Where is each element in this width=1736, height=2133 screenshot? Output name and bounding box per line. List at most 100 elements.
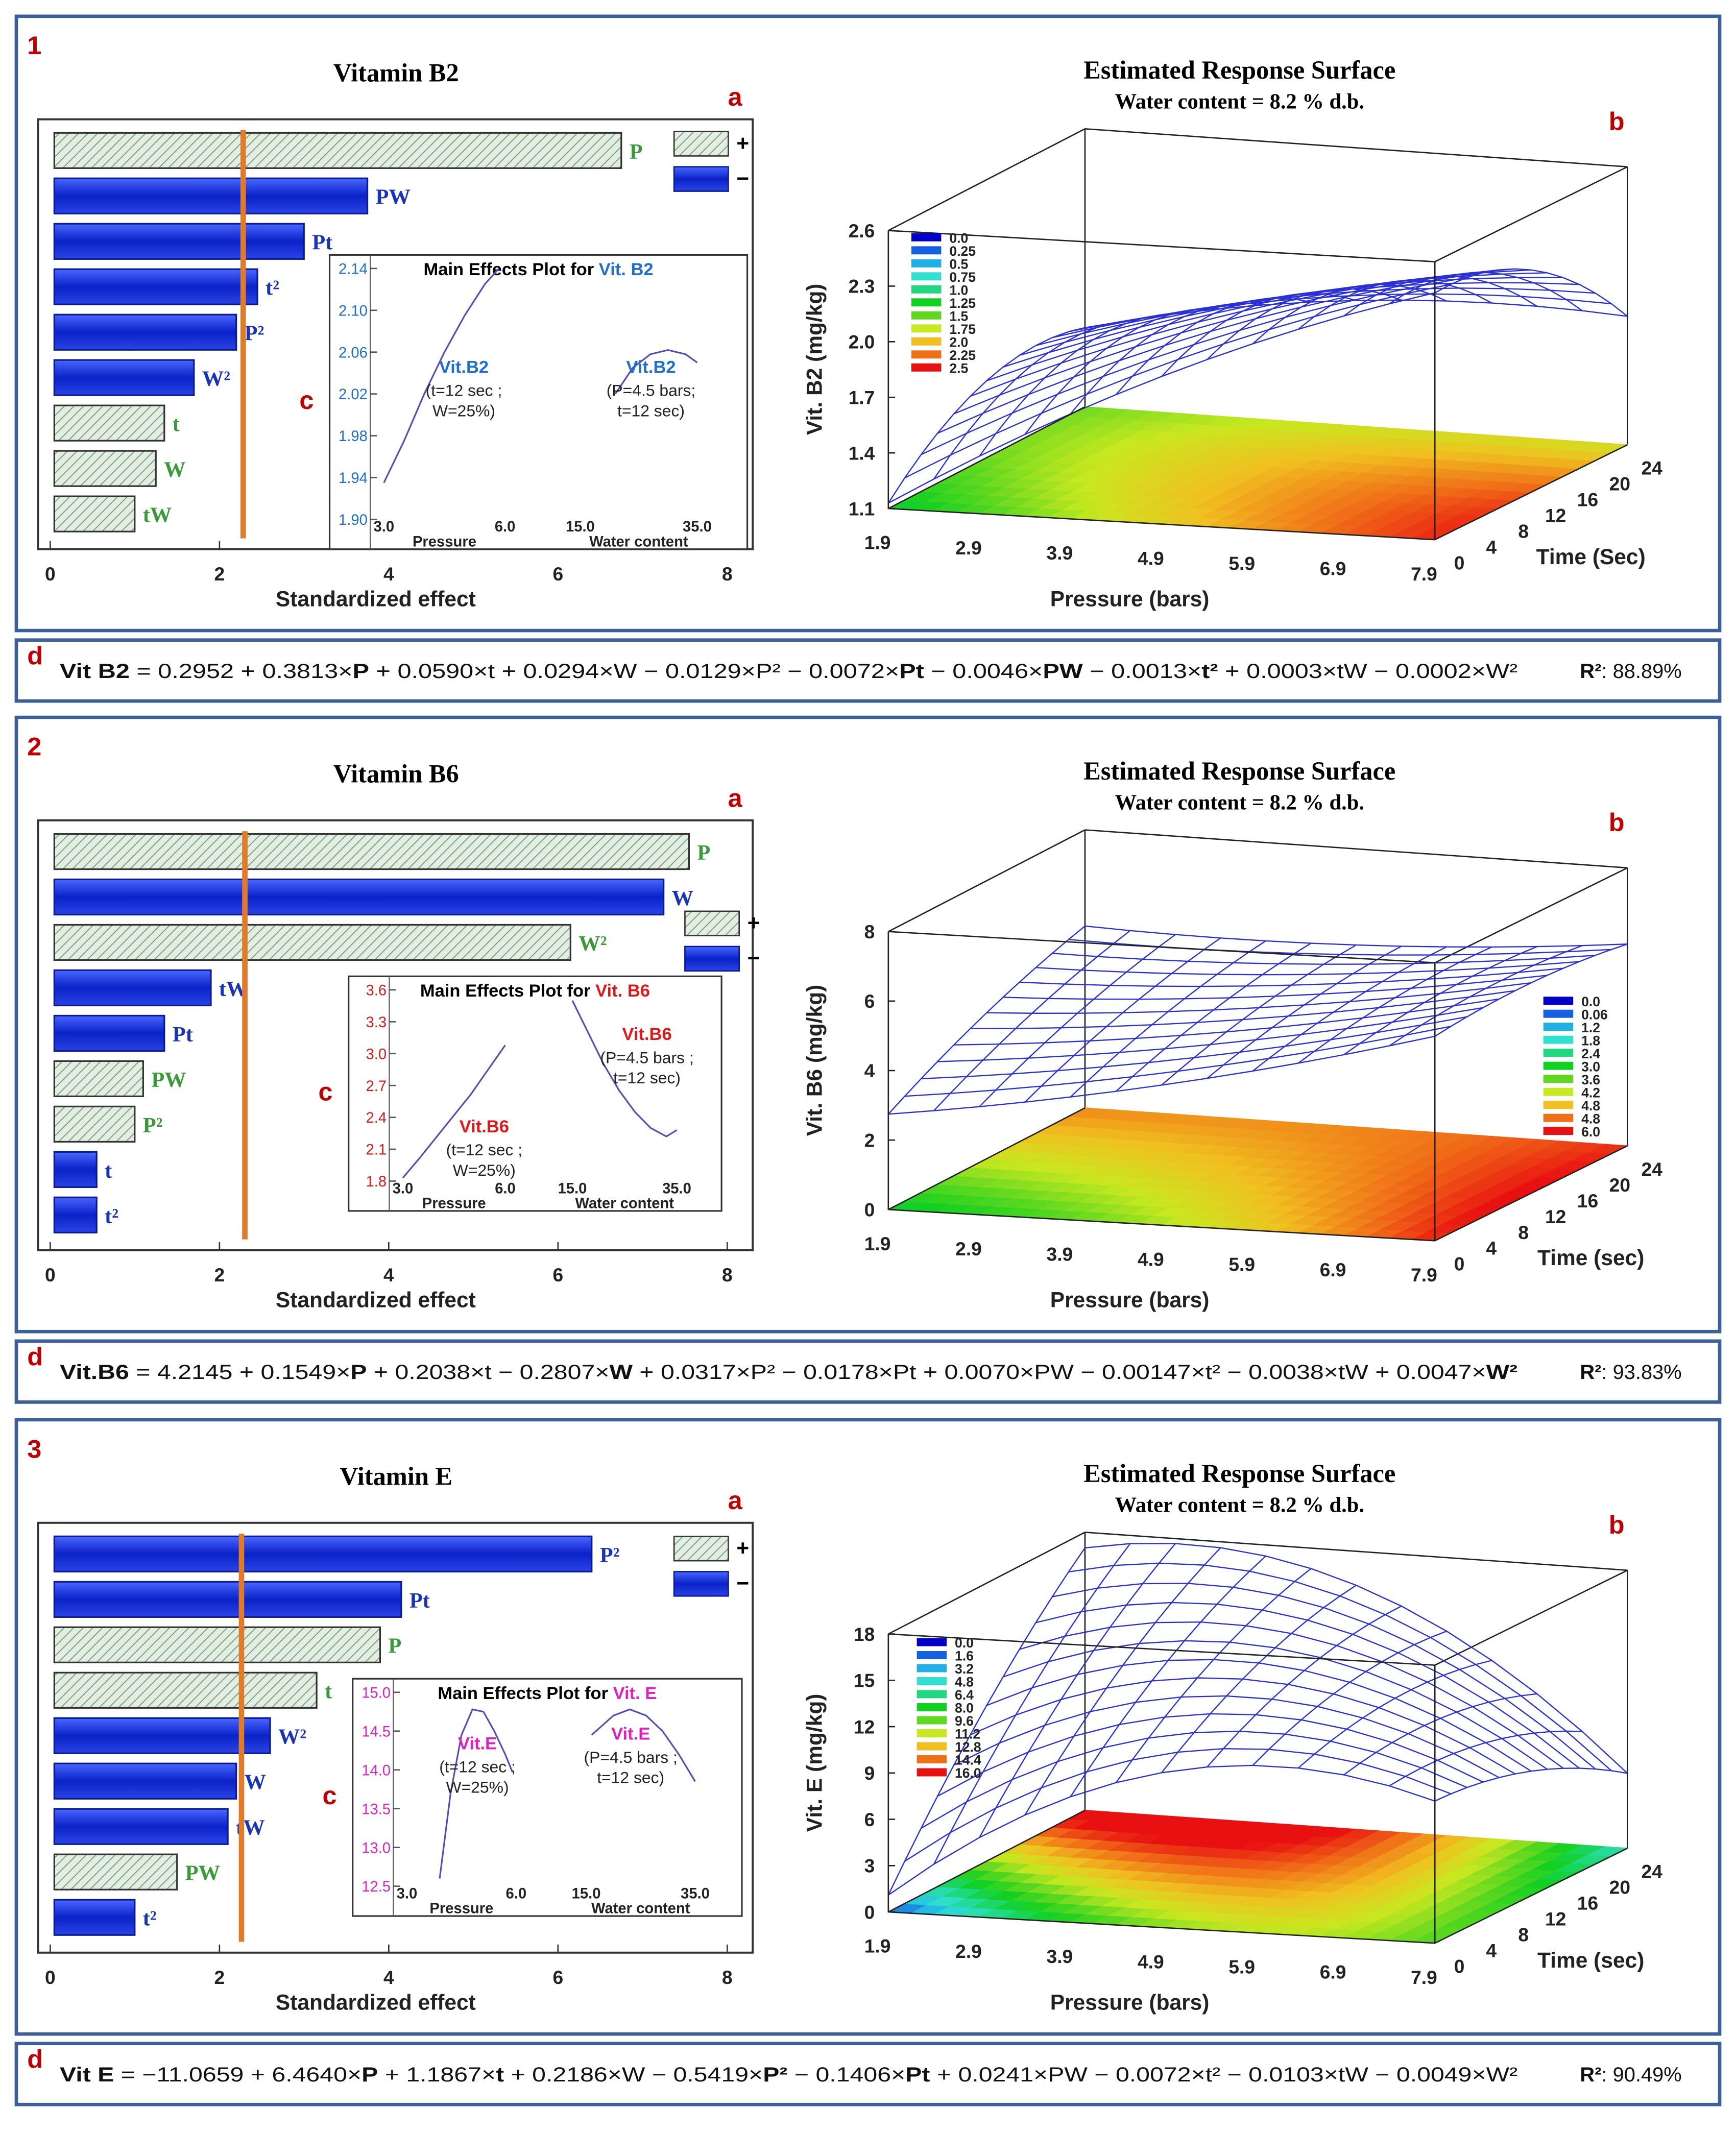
equation-segment: t — [496, 2064, 504, 2086]
surface-subtitle: Water content = 8.2 % d.b. — [1115, 791, 1364, 815]
legend-value: 0.0 — [1581, 994, 1600, 1009]
pareto-panel-label: a — [728, 783, 743, 812]
surface-subtitle: Water content = 8.2 % d.b. — [1115, 89, 1364, 113]
bar-P — [53, 132, 622, 169]
inset-y-tick-label: 14.5 — [361, 1724, 391, 1740]
z-axis-label: Vit. B6 (mg/kg) — [803, 985, 827, 1136]
legend-positive-swatch — [673, 131, 729, 157]
bar-P² — [53, 1105, 136, 1143]
z-tick-label: 6 — [864, 1809, 875, 1830]
legend-value: 2.4 — [1581, 1046, 1600, 1061]
panel-number: 3 — [27, 1434, 41, 1463]
inset-x-axis-label: Pressure — [429, 1901, 493, 1917]
legend-swatch — [917, 1677, 947, 1685]
time-tick-label: 12 — [1545, 1908, 1566, 1930]
equation-panel-label: d — [27, 1342, 43, 1371]
time-tick-label: 4 — [1486, 1238, 1497, 1259]
time-tick-label: 20 — [1609, 1877, 1630, 1898]
pressure-tick-label: 1.9 — [864, 532, 891, 553]
r-squared-label: R² — [1580, 1361, 1601, 1384]
legend-value: 3.2 — [955, 1661, 974, 1677]
box-edge — [888, 406, 1086, 510]
pareto-title: Vitamin B6 — [333, 760, 459, 788]
z-axis-label: Vit. B2 (mg/kg) — [803, 284, 827, 435]
inset-y-tick-label: 1.94 — [339, 470, 368, 487]
legend-value: 9.6 — [955, 1713, 974, 1729]
equation-segment: + 0.0317×P² − 0.0178×Pt + 0.0070×PW − 0.… — [633, 1361, 1486, 1384]
equation-text: Vit B2 = 0.2952 + 0.3813× P + 0.0590×t + … — [60, 660, 1517, 683]
pressure-tick-label: 5.9 — [1228, 1254, 1255, 1275]
surface-mesh-line — [1434, 268, 1628, 317]
pressure-tick-label: 6.9 — [1320, 1961, 1346, 1983]
curve-condition: (P=4.5 bars ; — [600, 1048, 693, 1066]
box-edge — [888, 128, 1086, 231]
main-effect-curve-left — [383, 268, 500, 483]
bar-Pt — [53, 1014, 165, 1052]
equation-segment: P² — [763, 2064, 787, 2086]
pressure-tick-label: 4.9 — [1138, 1951, 1164, 1972]
legend-swatch — [1543, 1035, 1574, 1044]
equation-segment: − 0.0046× — [924, 660, 1043, 683]
bar-label: W² — [278, 1725, 306, 1749]
z-tick-label: 0 — [864, 1901, 875, 1923]
z-axis-label: Vit. E (mg/kg) — [803, 1694, 827, 1832]
inset-x-tick-label: 15.0 — [572, 1885, 601, 1902]
box-edge — [888, 230, 1435, 262]
bar-label: PW — [151, 1068, 186, 1092]
equation-segment: Vit E — [60, 2064, 114, 2086]
time-tick-label: 20 — [1609, 1174, 1630, 1196]
inset-y-tick-label: 1.98 — [339, 428, 368, 445]
response-surface-plot: Estimated Response Surface Water content … — [803, 757, 1663, 1312]
inset-frame — [328, 254, 749, 550]
inset-title-prefix: Main Effects Plot for — [420, 981, 595, 1001]
z-tick-label: 0 — [864, 1199, 875, 1220]
x-tick-label: 8 — [722, 563, 733, 585]
bar-P — [53, 1626, 381, 1663]
legend-value: 2.5 — [949, 360, 968, 376]
legend-value: 1.8 — [1581, 1033, 1600, 1048]
z-tick-label: 18 — [854, 1623, 875, 1645]
legend-value: 3.0 — [1581, 1059, 1600, 1074]
pressure-tick-label: 5.9 — [1228, 552, 1255, 574]
bar-label: P — [697, 841, 710, 865]
time-tick-label: 20 — [1609, 473, 1630, 495]
bar-label: Pt — [409, 1589, 430, 1613]
inset-x-tick-label: 6.0 — [506, 1885, 527, 1902]
time-tick-label: 16 — [1577, 1893, 1598, 1914]
box-edge — [888, 1208, 1435, 1242]
equation-segment: P — [361, 2064, 378, 2086]
z-tick-label: 6 — [864, 990, 875, 1012]
inset-x-tick-label: 3.0 — [373, 519, 394, 535]
equation-segment: P — [353, 660, 369, 683]
inset-x-tick-label: 15.0 — [558, 1180, 587, 1197]
time-axis-label: Time (sec) — [1537, 1246, 1644, 1270]
pressure-tick-label: 3.9 — [1047, 542, 1073, 564]
bar-PW — [53, 177, 369, 214]
inset-y-tick-label: 13.0 — [361, 1840, 391, 1856]
equation-segment: + 0.0241×PW − 0.0072×t² − 0.0103×tW − 0.… — [930, 2064, 1517, 2086]
legend-value: 4.8 — [1581, 1098, 1600, 1113]
legend-swatch — [911, 285, 942, 294]
x-tick-label: 6 — [552, 1264, 563, 1286]
x-tick-label: 2 — [214, 563, 225, 585]
curve-condition: t=12 sec) — [617, 401, 685, 420]
bar-W — [53, 450, 157, 487]
legend-value: 0.75 — [949, 270, 976, 285]
box-edge — [888, 1809, 1086, 1913]
equation-segment: − 0.1406× — [787, 2064, 905, 2086]
inset-panel-label: c — [299, 385, 314, 415]
bar-label: W² — [578, 932, 607, 956]
bar-label: t² — [266, 276, 279, 300]
inset-y-tick-label: 1.8 — [366, 1174, 387, 1190]
legend-swatch — [911, 363, 942, 372]
bar-Pt — [53, 1581, 402, 1618]
inset-title: Main Effects Plot for Vit. B6 — [420, 981, 650, 1001]
inset-x-tick-label: 15.0 — [566, 519, 595, 535]
z-tick-label: 12 — [854, 1716, 875, 1737]
inset-y-tick-label: 1.90 — [339, 512, 368, 528]
bar-label: PW — [185, 1861, 220, 1885]
inset-x-tick-label: 3.0 — [393, 1180, 414, 1197]
equation-segment: = 4.2145 + 0.1549× — [129, 1361, 350, 1384]
z-tick-label: 2.3 — [849, 276, 875, 297]
